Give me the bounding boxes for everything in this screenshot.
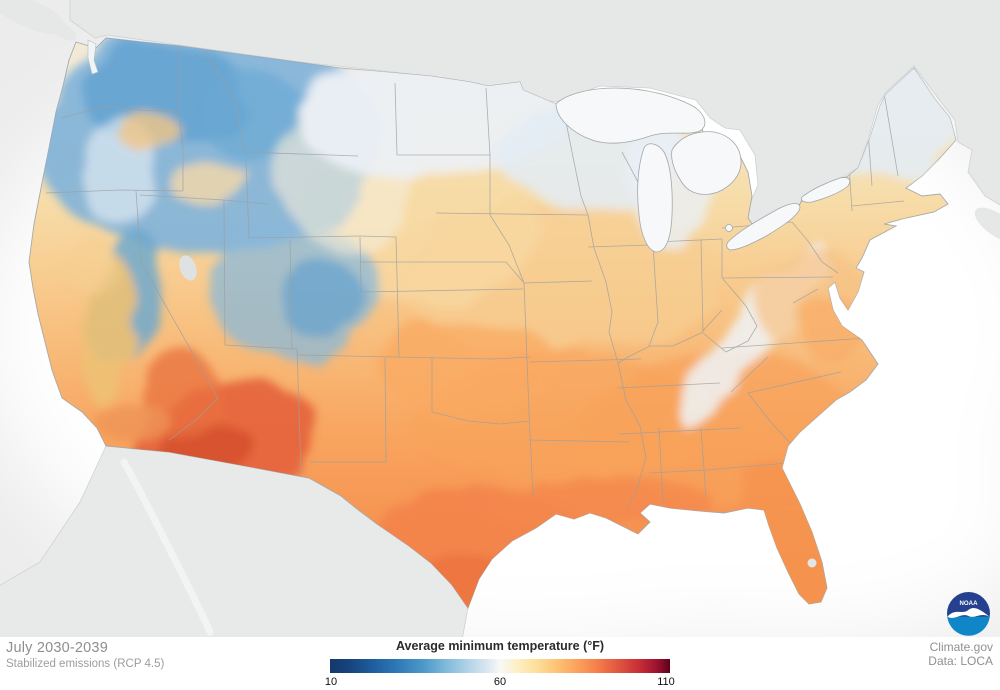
attribution-site: Climate.gov xyxy=(929,640,993,654)
lake-okeechobee xyxy=(807,558,817,568)
us-temperature-map xyxy=(0,0,1000,637)
noaa-logo-text: NOAA xyxy=(959,600,978,607)
colorbar-tick-max: 110 xyxy=(657,676,675,688)
lake-michigan xyxy=(637,143,673,253)
puget-sound xyxy=(87,39,99,75)
gulf-of-california xyxy=(120,458,214,636)
canada-landmass xyxy=(0,0,1000,243)
attribution: Climate.gov Data: LOCA xyxy=(928,640,993,668)
lake-huron xyxy=(671,131,742,195)
colorbar-title: Average minimum temperature (°F) xyxy=(395,639,605,653)
period-label: July 2030-2039 xyxy=(6,640,108,656)
noaa-logo: NOAA xyxy=(946,591,991,636)
attribution-data: Data: LOCA xyxy=(928,654,993,668)
lake-ontario xyxy=(801,177,851,203)
scenario-label: Stabilized emissions (RCP 4.5) xyxy=(6,658,165,670)
colorbar-tick-min: 10 xyxy=(324,676,338,688)
lake-superior xyxy=(555,87,706,144)
lake-erie xyxy=(726,203,801,251)
map-canvas xyxy=(0,0,1000,637)
lake-st-clair xyxy=(725,224,733,232)
great-lakes xyxy=(179,87,851,568)
colorbar-gradient xyxy=(330,659,670,673)
nova-scotia xyxy=(974,207,1000,243)
colorbar-tick-mid: 60 xyxy=(493,676,507,688)
great-salt-lake xyxy=(179,255,197,281)
map-footer: July 2030-2039 Stabilized emissions (RCP… xyxy=(0,637,1000,690)
